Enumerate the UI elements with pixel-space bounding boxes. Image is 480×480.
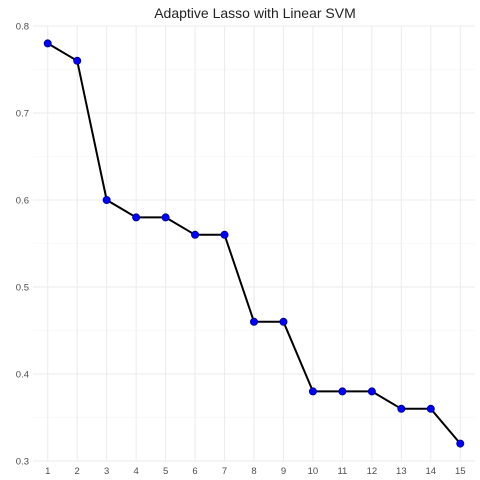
x-tick-label: 5 <box>163 466 168 477</box>
data-point <box>161 213 170 222</box>
x-tick-label: 4 <box>133 466 138 477</box>
data-point <box>43 39 52 48</box>
grid <box>33 25 475 462</box>
x-tick-label: 12 <box>367 466 378 477</box>
data-point <box>456 439 465 448</box>
x-tick-label: 9 <box>281 466 286 477</box>
y-tick-label: 0.7 <box>16 109 29 120</box>
data-point <box>367 387 376 396</box>
data-point <box>308 387 317 396</box>
data-point <box>426 404 435 413</box>
y-tick-label: 0.4 <box>16 370 29 381</box>
series <box>43 39 465 448</box>
x-tick-label: 3 <box>104 466 109 477</box>
x-tick-label: 15 <box>455 466 466 477</box>
x-tick-label: 7 <box>222 466 227 477</box>
chart-title: Adaptive Lasso with Linear SVM <box>154 5 356 21</box>
x-tick-label: 2 <box>75 466 80 477</box>
data-point <box>132 213 141 222</box>
x-tick-label: 13 <box>396 466 407 477</box>
data-point <box>249 317 258 326</box>
x-tick-label: 8 <box>251 466 256 477</box>
axis-labels: 0.30.40.50.60.70.81 2 3 4 5 6 7 8 9 10 11 12 13 14 15 <box>16 22 466 478</box>
x-tick-label: 10 <box>308 466 319 477</box>
y-tick-label: 0.6 <box>16 196 29 207</box>
x-tick-label: 14 <box>426 466 437 477</box>
y-tick-label: 0.3 <box>16 457 29 468</box>
x-tick-label: 1 <box>45 466 50 477</box>
x-tick-label: 11 <box>337 466 347 477</box>
data-point <box>338 387 347 396</box>
x-tick-label: 6 <box>192 466 197 477</box>
data-point <box>191 230 200 239</box>
data-point <box>397 404 406 413</box>
y-tick-label: 0.8 <box>16 22 29 33</box>
data-point <box>279 317 288 326</box>
data-point <box>102 195 111 204</box>
data-point <box>73 56 82 65</box>
data-point <box>220 230 229 239</box>
y-tick-label: 0.5 <box>16 283 29 294</box>
